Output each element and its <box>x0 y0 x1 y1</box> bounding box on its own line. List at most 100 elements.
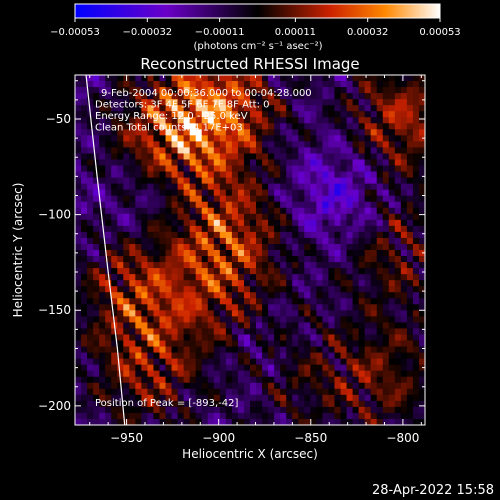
heatmap-cell <box>274 322 281 329</box>
heatmap-cell <box>117 81 124 88</box>
heatmap-cell <box>304 250 311 257</box>
heatmap-cell <box>225 81 233 88</box>
heatmap-cell <box>256 268 263 275</box>
heatmap-cell <box>177 165 185 172</box>
heatmap-cell <box>304 81 311 88</box>
heatmap-cell <box>256 412 263 420</box>
heatmap-cell <box>262 135 269 142</box>
heatmap-cell <box>117 123 124 130</box>
heatmap-cell <box>376 81 384 88</box>
heatmap-cell <box>376 418 384 425</box>
heatmap-cell <box>298 364 305 372</box>
heatmap-cell <box>105 382 112 390</box>
heatmap-cell <box>382 225 390 233</box>
heatmap-cell <box>376 159 384 166</box>
heatmap-cell <box>358 99 366 106</box>
heatmap-cell <box>412 99 420 106</box>
heatmap-cell <box>111 105 118 112</box>
heatmap-cell <box>316 225 323 233</box>
heatmap-cell <box>328 274 335 281</box>
heatmap-cell <box>340 135 347 142</box>
heatmap-cell <box>406 250 414 257</box>
heatmap-cell <box>250 183 257 191</box>
heatmap-cell <box>213 304 221 311</box>
heatmap-cell <box>352 364 360 372</box>
heatmap-cell <box>117 177 124 185</box>
heatmap-cell <box>135 328 142 335</box>
heatmap-cell <box>135 189 142 197</box>
heatmap-cell <box>99 328 106 335</box>
heatmap-cell <box>99 93 106 100</box>
heatmap-cell <box>328 219 335 227</box>
heatmap-cell <box>171 237 178 245</box>
heatmap-cell <box>268 322 275 329</box>
heatmap-cell <box>286 250 293 257</box>
heatmap-cell <box>195 147 203 154</box>
heatmap-cell <box>189 280 197 287</box>
heatmap-cell <box>292 364 299 372</box>
heatmap-cell <box>153 400 160 408</box>
heatmap-cell <box>159 87 166 94</box>
heatmap-cell <box>135 87 142 94</box>
heatmap-cell <box>334 406 341 414</box>
heatmap-cell <box>129 406 136 414</box>
heatmap-cell <box>268 316 275 323</box>
heatmap-cell <box>225 274 233 281</box>
heatmap-cell <box>93 364 100 372</box>
heatmap-cell <box>111 262 118 269</box>
heatmap-cell <box>213 400 221 408</box>
heatmap-cell <box>334 250 341 257</box>
colorbar-tick-label: −0.00053 <box>50 27 100 38</box>
heatmap-cell <box>171 219 178 227</box>
heatmap-cell <box>183 412 191 420</box>
heatmap-cell <box>123 213 130 221</box>
heatmap-cell <box>207 123 215 130</box>
heatmap-cell <box>298 310 305 317</box>
heatmap-cell <box>147 147 154 154</box>
heatmap-cell <box>99 159 106 166</box>
heatmap-cell <box>400 262 408 269</box>
heatmap-cell <box>322 256 329 263</box>
heatmap-cell <box>334 159 341 166</box>
heatmap-cell <box>406 165 414 172</box>
heatmap-cell <box>286 274 293 281</box>
heatmap-cell <box>316 406 323 414</box>
heatmap-cell <box>364 322 372 329</box>
heatmap-cell <box>352 117 360 124</box>
heatmap-cell <box>195 177 203 185</box>
heatmap-cell <box>99 358 106 366</box>
heatmap-cell <box>213 250 221 257</box>
heatmap-cell <box>243 250 251 257</box>
heatmap-cell <box>105 225 112 233</box>
heatmap-cell <box>346 412 353 420</box>
heatmap-cell <box>189 189 197 197</box>
heatmap-cell <box>250 99 257 106</box>
heatmap-cell <box>310 256 317 263</box>
heatmap-cell <box>328 189 335 197</box>
heatmap-cell <box>231 310 239 317</box>
heatmap-cell <box>153 171 160 178</box>
heatmap-cell <box>219 123 227 130</box>
heatmap-cell <box>262 207 269 215</box>
heatmap-cell <box>177 304 185 311</box>
heatmap-cell <box>340 382 347 390</box>
heatmap-cell <box>286 147 293 154</box>
heatmap-cell <box>412 328 420 335</box>
heatmap-cell <box>183 219 191 227</box>
heatmap-cell <box>147 322 154 329</box>
heatmap-cell <box>268 159 275 166</box>
heatmap-cell <box>262 81 269 88</box>
heatmap-cell <box>328 129 335 136</box>
heatmap-cell <box>346 231 353 239</box>
heatmap-cell <box>358 165 366 172</box>
heatmap-cell <box>370 382 378 390</box>
heatmap-cell <box>382 93 390 100</box>
heatmap-cell <box>334 412 341 420</box>
heatmap-cell <box>243 388 251 396</box>
heatmap-cell <box>322 237 329 245</box>
heatmap-cell <box>280 370 287 378</box>
heatmap-cell <box>274 213 281 221</box>
heatmap-cell <box>298 412 305 420</box>
heatmap-cell <box>358 400 366 408</box>
heatmap-cell <box>93 298 100 305</box>
